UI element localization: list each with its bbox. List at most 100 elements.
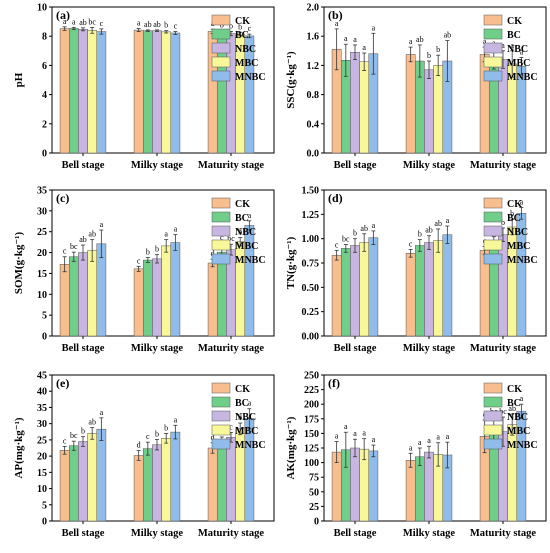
bar-bc xyxy=(216,251,227,337)
bar-mbc xyxy=(161,31,172,154)
significance-letter: a xyxy=(520,198,524,207)
significance-letter: c xyxy=(335,240,339,249)
significance-letter: ab xyxy=(79,18,87,27)
significance-letter: a xyxy=(353,429,357,438)
y-axis-label: AK(mg·kg⁻¹) xyxy=(285,416,297,479)
significance-letter: b xyxy=(510,209,514,218)
bar-ck xyxy=(405,253,416,337)
x-tick-label: Maturity stage xyxy=(198,160,265,171)
y-tick-label: 0 xyxy=(42,149,47,160)
x-tick-label: Maturity stage xyxy=(198,343,265,354)
bar-mnbc xyxy=(442,234,453,337)
legend-swatch-ck xyxy=(211,197,231,209)
legend-label: NBC xyxy=(507,412,528,423)
bar-mnbc xyxy=(170,32,181,154)
bar-ck xyxy=(59,28,70,154)
legend-swatch-ck xyxy=(211,14,231,26)
significance-letter: a xyxy=(418,438,422,447)
significance-letter: a xyxy=(520,394,524,403)
y-tick-label: 225 xyxy=(304,385,319,396)
significance-letter: ab xyxy=(79,235,87,244)
significance-letter: bc xyxy=(227,234,235,243)
bar-nbc xyxy=(424,242,434,337)
y-tick-label: 150 xyxy=(304,429,319,440)
significance-letter: bc xyxy=(342,235,350,244)
significance-letter: d xyxy=(211,433,215,442)
legend-swatch-mnbc xyxy=(211,70,231,82)
y-tick-label: 10 xyxy=(37,3,47,14)
significance-letter: c xyxy=(248,24,252,33)
bar-mbc xyxy=(87,433,98,522)
significance-letter: c xyxy=(63,247,67,256)
significance-letter: a xyxy=(483,37,487,46)
y-tick-label: 175 xyxy=(304,414,319,425)
significance-letter: b xyxy=(418,230,422,239)
legend-swatch-nbc xyxy=(211,410,231,422)
significance-letter: ab xyxy=(88,230,96,239)
panel-label: (e) xyxy=(56,376,69,390)
legend-swatch-nbc xyxy=(211,225,231,237)
significance-letter: a xyxy=(353,35,357,44)
significance-letter: b xyxy=(229,21,233,30)
significance-letter: a xyxy=(335,432,339,441)
y-tick-label: 1.50 xyxy=(302,186,320,197)
legend-swatch-nbc xyxy=(483,225,503,237)
significance-letter: a xyxy=(427,436,431,445)
significance-letter: bc xyxy=(88,17,96,26)
legend-swatch-mnbc xyxy=(211,253,231,265)
y-tick-label: 5 xyxy=(42,500,47,511)
legend-swatch-mbc xyxy=(483,239,503,251)
significance-letter: ab xyxy=(416,35,424,44)
y-tick-label: 45 xyxy=(37,371,47,382)
legend-label: MNBC xyxy=(507,72,538,83)
bar-nbc xyxy=(350,52,360,154)
legend-swatch-mbc xyxy=(483,424,503,436)
legend-label: NBC xyxy=(235,412,256,423)
y-tick-label: 20 xyxy=(37,248,47,259)
y-tick-label: 200 xyxy=(304,400,319,411)
bar-nbc xyxy=(78,441,88,522)
significance-letter: a xyxy=(372,23,376,32)
panel-b: (b) 0.0 0.4 0.8 1.2 1.6 2.0 SSC(g·kg⁻¹) Bell sta… xyxy=(285,3,547,171)
significance-letter: a xyxy=(446,216,450,225)
legend-label: MBC xyxy=(507,58,530,69)
significance-letter: ab xyxy=(144,20,152,29)
legend-label: MNBC xyxy=(235,440,266,451)
bar-nbc xyxy=(78,252,88,337)
significance-letter: ab xyxy=(508,404,516,413)
significance-letter: b xyxy=(164,423,168,432)
legend-label: CK xyxy=(235,16,250,27)
panel-label: (a) xyxy=(56,8,70,22)
legend-label: CK xyxy=(235,384,250,395)
bar-mbc xyxy=(87,30,98,154)
significance-letter: a xyxy=(446,432,450,441)
x-tick-label: Maturity stage xyxy=(470,528,537,539)
legend-swatch-mbc xyxy=(211,239,231,251)
legend-swatch-ck xyxy=(483,197,503,209)
y-tick-label: 0 xyxy=(314,517,319,528)
bar-nbc xyxy=(350,447,360,522)
x-tick-label: Milky stage xyxy=(403,160,456,171)
y-tick-label: 0.75 xyxy=(302,259,320,270)
y-tick-label: 15 xyxy=(37,468,47,479)
y-tick-label: 40 xyxy=(37,387,47,398)
significance-letter: c xyxy=(137,256,141,265)
legend-swatch-ck xyxy=(483,382,503,394)
legend-label: NBC xyxy=(235,44,256,55)
significance-letter: a xyxy=(174,415,178,424)
significance-letter: b xyxy=(436,45,440,54)
significance-letter: bc xyxy=(70,431,78,440)
y-tick-label: 10 xyxy=(37,484,47,495)
panel-e: (e) 0 5 10 15 20 25 30 35 40 45 AP(mg·kg⁻¹) Bell sta… xyxy=(13,371,275,539)
y-tick-label: 6 xyxy=(42,61,47,72)
significance-letter: a xyxy=(63,17,67,26)
significance-letter: ab xyxy=(434,219,442,228)
y-axis-label: AP(mg·kg⁻¹) xyxy=(13,417,25,478)
legend-label: NBC xyxy=(507,44,528,55)
bar-mbc xyxy=(161,438,172,522)
bar-ck xyxy=(405,460,416,522)
legend-swatch-bc xyxy=(211,396,231,408)
significance-letter: a xyxy=(344,34,348,43)
legend-swatch-mnbc xyxy=(483,70,503,82)
significance-letter: b xyxy=(146,248,150,257)
